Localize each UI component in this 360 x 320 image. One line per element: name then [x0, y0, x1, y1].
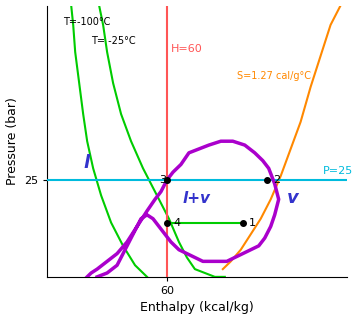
Text: H=60: H=60 [171, 44, 203, 54]
Text: 1: 1 [249, 218, 256, 228]
Y-axis label: Pressure (bar): Pressure (bar) [5, 97, 19, 185]
Text: 4: 4 [173, 218, 180, 228]
X-axis label: Enthalpy (kcal/kg): Enthalpy (kcal/kg) [140, 301, 254, 315]
Text: 2: 2 [273, 175, 280, 185]
Text: v: v [287, 189, 298, 207]
Text: T= -25°C: T= -25°C [91, 36, 136, 46]
Text: 3: 3 [159, 175, 166, 185]
Text: S=1.27 cal/g°C: S=1.27 cal/g°C [237, 71, 311, 81]
Text: T=-100°C: T=-100°C [63, 17, 111, 27]
Text: P=25: P=25 [323, 166, 353, 176]
Text: l: l [83, 154, 89, 172]
Text: l+v: l+v [183, 191, 211, 206]
